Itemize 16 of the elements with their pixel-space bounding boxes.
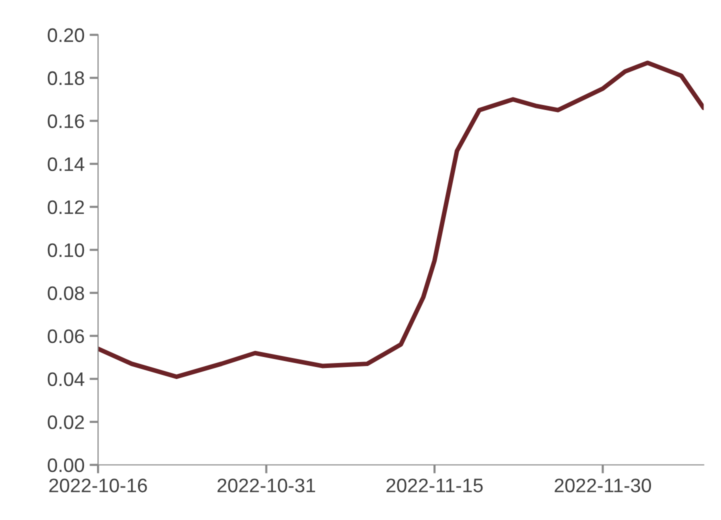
y-tick-label: 0.12 [48, 200, 84, 214]
x-tick-label: 2022-11-30 [554, 478, 652, 492]
y-tick-label: 0.06 [48, 329, 84, 344]
y-tick-label: 0.14 [48, 157, 84, 172]
y-tick-label: 0.02 [48, 415, 84, 430]
y-tick-label: 0.08 [48, 286, 84, 300]
y-tick-label: 0.04 [48, 372, 84, 386]
x-tick-label: 2022-11-15 [386, 478, 483, 492]
y-tick-label: 0.16 [48, 114, 84, 128]
x-tick-label: 2022-10-31 [218, 478, 316, 492]
line-series [98, 60, 704, 379]
y-tick-label: 0.20 [48, 28, 84, 42]
y-tick-label: 0.10 [48, 243, 84, 258]
x-tick-label: 2022-10-16 [49, 478, 147, 492]
y-tick-label: 0.18 [48, 71, 84, 86]
y-tick-label: 0.00 [48, 458, 84, 472]
